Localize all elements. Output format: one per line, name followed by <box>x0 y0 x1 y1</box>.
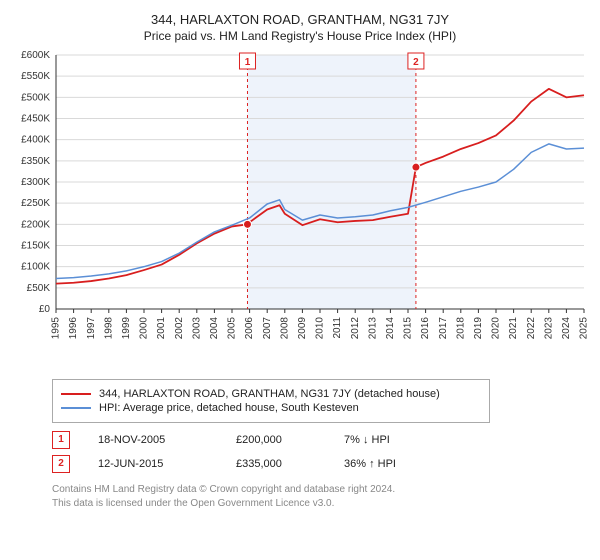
svg-text:£0: £0 <box>39 304 51 315</box>
marker-price: £335,000 <box>236 458 316 470</box>
svg-text:2024: 2024 <box>561 317 572 340</box>
marker-date: 12-JUN-2015 <box>98 458 208 470</box>
price-chart: £0 £50K £100K £150K £200K £250K £300K £350K £400… <box>12 49 588 369</box>
sale-markers: 1 18-NOV-2005 £200,000 7% ↓ HPI 2 12-JUN… <box>52 431 588 473</box>
svg-text:£300K: £300K <box>21 177 50 188</box>
svg-text:1995: 1995 <box>51 317 62 340</box>
svg-text:2023: 2023 <box>543 317 554 340</box>
svg-text:2002: 2002 <box>174 317 185 340</box>
svg-text:2013: 2013 <box>367 317 378 340</box>
svg-text:2010: 2010 <box>315 317 326 340</box>
svg-text:2016: 2016 <box>420 317 431 340</box>
footnote-line: Contains HM Land Registry data © Crown c… <box>52 483 588 497</box>
svg-text:£150K: £150K <box>21 241 50 252</box>
page-subtitle: Price paid vs. HM Land Registry's House … <box>12 29 588 43</box>
marker-diff: 7% ↓ HPI <box>344 434 434 446</box>
svg-text:£100K: £100K <box>21 262 50 273</box>
svg-text:2005: 2005 <box>227 317 238 340</box>
svg-text:2025: 2025 <box>579 317 588 340</box>
svg-text:2017: 2017 <box>438 317 449 340</box>
page-title: 344, HARLAXTON ROAD, GRANTHAM, NG31 7JY <box>12 12 588 27</box>
svg-text:£500K: £500K <box>21 92 50 103</box>
svg-text:£200K: £200K <box>21 219 50 230</box>
svg-text:£250K: £250K <box>21 198 50 209</box>
svg-text:1997: 1997 <box>86 317 97 340</box>
svg-text:£50K: £50K <box>27 283 51 294</box>
svg-text:2007: 2007 <box>262 317 273 340</box>
svg-text:£600K: £600K <box>21 50 50 61</box>
svg-text:1996: 1996 <box>68 317 79 340</box>
svg-text:£550K: £550K <box>21 71 50 82</box>
svg-text:£400K: £400K <box>21 135 50 146</box>
svg-text:2011: 2011 <box>332 317 343 339</box>
svg-text:1998: 1998 <box>103 317 114 340</box>
svg-text:2008: 2008 <box>279 317 290 340</box>
legend: 344, HARLAXTON ROAD, GRANTHAM, NG31 7JY … <box>52 379 490 423</box>
svg-text:2003: 2003 <box>191 317 202 340</box>
legend-item: 344, HARLAXTON ROAD, GRANTHAM, NG31 7JY … <box>61 388 481 400</box>
svg-text:2014: 2014 <box>385 317 396 340</box>
svg-text:1: 1 <box>245 57 251 68</box>
footnote: Contains HM Land Registry data © Crown c… <box>52 483 588 511</box>
marker-row: 2 12-JUN-2015 £335,000 36% ↑ HPI <box>52 455 588 473</box>
marker-badge: 1 <box>52 431 70 449</box>
svg-text:2021: 2021 <box>508 317 519 340</box>
svg-text:1999: 1999 <box>121 317 132 340</box>
svg-text:2: 2 <box>413 57 419 68</box>
svg-text:2018: 2018 <box>455 317 466 340</box>
legend-label: HPI: Average price, detached house, Sout… <box>99 402 359 414</box>
marker-date: 18-NOV-2005 <box>98 434 208 446</box>
svg-text:2006: 2006 <box>244 317 255 340</box>
svg-text:2019: 2019 <box>473 317 484 340</box>
svg-text:£450K: £450K <box>21 114 50 125</box>
svg-text:2009: 2009 <box>297 317 308 340</box>
svg-text:£350K: £350K <box>21 156 50 167</box>
chart-svg: £0 £50K £100K £150K £200K £250K £300K £350K £400… <box>12 49 588 369</box>
svg-text:2012: 2012 <box>350 317 361 340</box>
svg-text:2001: 2001 <box>156 317 167 340</box>
svg-text:2015: 2015 <box>403 317 414 340</box>
footnote-line: This data is licensed under the Open Gov… <box>52 497 588 511</box>
svg-text:2004: 2004 <box>209 317 220 340</box>
marker-price: £200,000 <box>236 434 316 446</box>
legend-item: HPI: Average price, detached house, Sout… <box>61 402 481 414</box>
legend-swatch <box>61 393 91 395</box>
svg-text:2000: 2000 <box>139 317 150 340</box>
marker-row: 1 18-NOV-2005 £200,000 7% ↓ HPI <box>52 431 588 449</box>
svg-text:2020: 2020 <box>491 317 502 340</box>
marker-diff: 36% ↑ HPI <box>344 458 434 470</box>
legend-label: 344, HARLAXTON ROAD, GRANTHAM, NG31 7JY … <box>99 388 440 400</box>
marker-badge: 2 <box>52 455 70 473</box>
legend-swatch <box>61 407 91 409</box>
svg-text:2022: 2022 <box>526 317 537 340</box>
